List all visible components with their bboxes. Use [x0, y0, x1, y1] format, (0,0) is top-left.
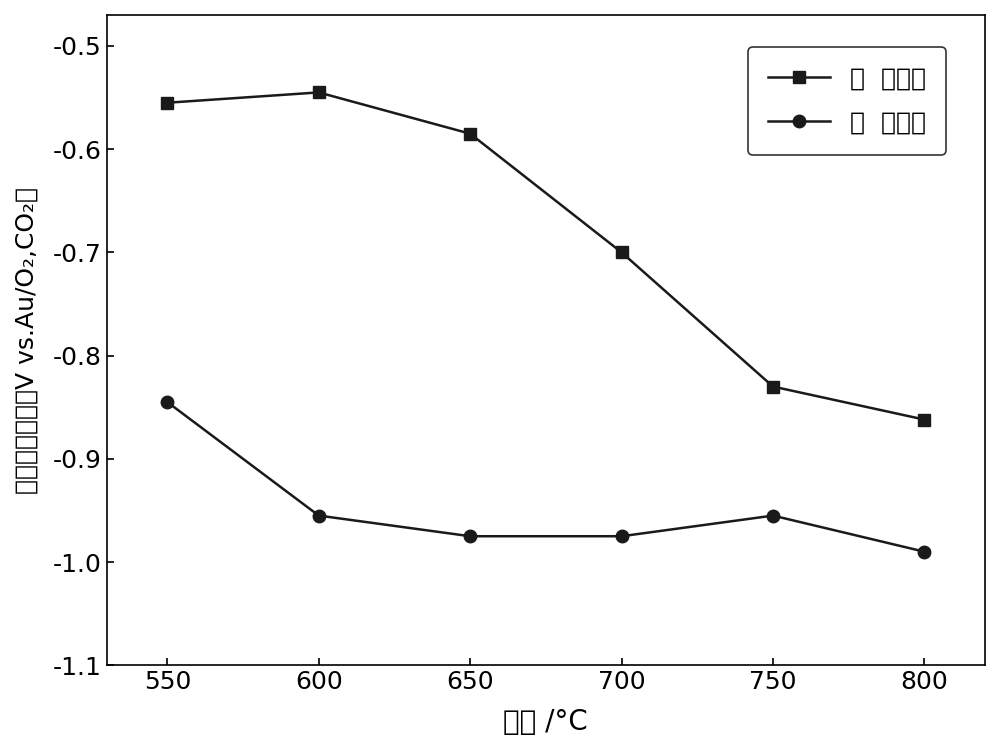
无  制化废 — [767, 382, 779, 391]
Legend: 无  制化废, 有  制化废: 无 制化废, 有 制化废 — [748, 47, 946, 155]
Y-axis label: 起始氧化电位（V vs.Au/O₂,CO₂）: 起始氧化电位（V vs.Au/O₂,CO₂） — [15, 187, 39, 493]
Line: 无  制化废: 无 制化废 — [161, 86, 931, 426]
有  制化废 — [767, 511, 779, 520]
无  制化废 — [161, 98, 173, 107]
无  制化废 — [464, 129, 476, 138]
有  制化废 — [161, 397, 173, 406]
有  制化废 — [464, 532, 476, 541]
Line: 有  制化废: 有 制化废 — [161, 396, 931, 558]
无  制化废 — [918, 415, 930, 424]
无  制化废 — [616, 248, 628, 257]
X-axis label: 温度 /°C: 温度 /°C — [503, 708, 588, 736]
无  制化废 — [313, 88, 325, 97]
有  制化废 — [918, 547, 930, 556]
有  制化废 — [313, 511, 325, 520]
有  制化废 — [616, 532, 628, 541]
